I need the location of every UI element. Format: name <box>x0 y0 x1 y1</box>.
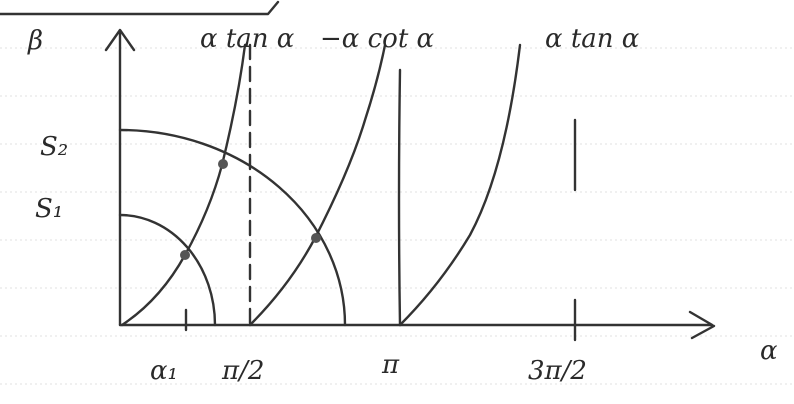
radius-label: S₂ <box>40 132 68 162</box>
circle-arc <box>120 130 345 325</box>
curve-label: −α cot α <box>320 24 435 54</box>
x-tick-label: π <box>381 350 400 380</box>
curve-label: α tan α <box>545 24 640 54</box>
circle-arc <box>120 215 215 325</box>
x-tick-label: α₁ <box>150 356 178 386</box>
intersection <box>180 250 190 260</box>
y-axis <box>106 30 134 325</box>
asymptote <box>399 70 400 325</box>
tan-curve <box>400 45 520 325</box>
radius-label: S₁ <box>35 194 63 224</box>
x-tick-label: 3π/2 <box>528 356 587 386</box>
box-edge <box>0 2 278 14</box>
intersection <box>218 159 228 169</box>
sketch: β α α tan α −α cot α α tan α S₂ S₁ α₁ π/… <box>0 0 794 404</box>
x-tick-label: π/2 <box>221 356 264 386</box>
cot-curve <box>250 45 385 325</box>
curve-label: α tan α <box>200 24 295 54</box>
axis-label: α <box>760 336 778 366</box>
axis-label: β <box>27 26 43 56</box>
intersection <box>311 233 321 243</box>
x-axis <box>120 312 714 338</box>
tan-curve <box>122 45 245 325</box>
